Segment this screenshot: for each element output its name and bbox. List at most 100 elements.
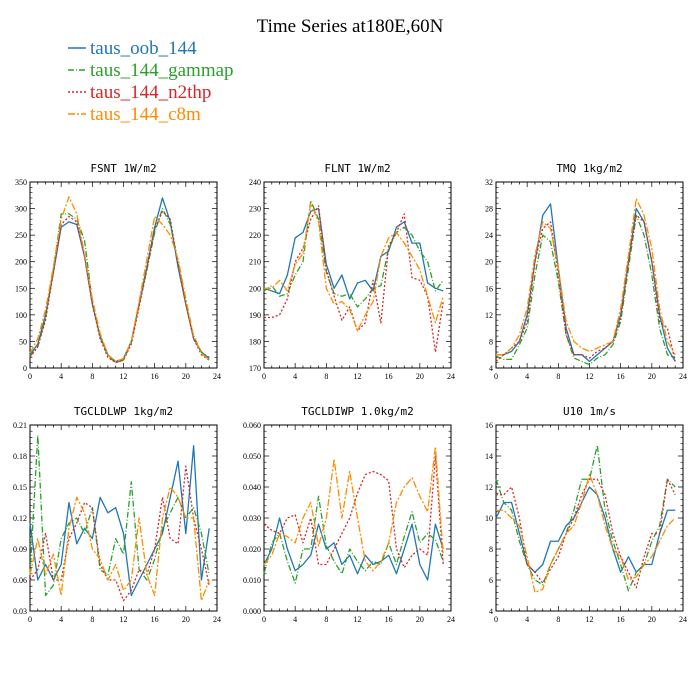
panel-u10-xtick-label: 16 <box>617 615 625 624</box>
panel-fsnt-xtick-label: 8 <box>90 372 94 381</box>
legend-item-taus-144-n2thp: taus_144_n2thp <box>68 82 211 103</box>
panel-tmq-title: TMQ 1kg/m2 <box>556 162 622 175</box>
panel-tgcldiwp-ytick-label: 0.010 <box>243 576 261 585</box>
panel-flnt-ytick-label: 190 <box>249 311 261 320</box>
panel-u10-series-taus-144-c8m <box>496 473 676 594</box>
panel-flnt-ytick-label: 220 <box>249 231 261 240</box>
panel-fsnt-series-taus-144-n2thp <box>29 210 210 364</box>
panel-tgcldlwp-frame <box>29 424 218 612</box>
panel-flnt: FLNT 1W/m2 0 4 8 12 16 20 24 170 180 190 200 210 220 2… <box>249 162 455 381</box>
panel-fsnt-frame <box>29 181 218 369</box>
panel-tmq-series-taus-144-n2thp <box>495 214 676 362</box>
legend: taus_oob_144 taus_144_gammap taus_144_n2… <box>68 38 234 125</box>
panel-fsnt-ytick-label: 300 <box>15 205 27 214</box>
panel-tgcldlwp-series-taus-144-n2thp <box>29 465 210 602</box>
panels: FSNT 1W/m20 4 8 12 16 20 240501001502002503003… <box>13 162 687 624</box>
legend-label-taus-oob-144: taus_oob_144 <box>90 38 197 59</box>
panel-u10-frame <box>495 424 684 612</box>
panel-tgcldlwp-ytick-label: 0.18 <box>13 452 27 461</box>
panel-tgcldlwp-ytick-label: 0.21 <box>13 421 27 430</box>
panel-tgcldlwp-title: TGCLDLWP 1kg/m2 <box>74 405 173 418</box>
panel-flnt-ytick-label: 180 <box>249 337 261 346</box>
panel-u10-xtick-label: 20 <box>648 615 656 624</box>
panel-u10-xtick-label: 8 <box>556 615 560 624</box>
panel-tmq-ytick-label: 16 <box>485 284 493 293</box>
panel-tmq-series-taus-oob-144 <box>496 203 676 363</box>
panel-tgcldlwp-xtick-label: 8 <box>90 615 94 624</box>
panel-tmq-ytick-label: 8 <box>489 337 493 346</box>
panel-tgcldlwp-xtick-label: 20 <box>182 615 190 624</box>
panel-u10-ytick-label: 12 <box>485 483 493 492</box>
panel-fsnt-xtick-label: 24 <box>213 372 221 381</box>
panel-tgcldiwp-xtick-label: 16 <box>385 615 393 624</box>
panel-flnt-xtick-label: 12 <box>354 372 362 381</box>
panel-u10-xtick-label: 24 <box>679 615 687 624</box>
panel-tgcldiwp-ytick-label: 0.040 <box>243 483 261 492</box>
panel-flnt-xtick-label: 4 <box>293 372 297 381</box>
panel-tgcldlwp-series-taus-144-gammap <box>29 434 210 597</box>
panel-flnt-xtick-label: 20 <box>416 372 424 381</box>
panel-fsnt-ytick-label: 100 <box>15 311 27 320</box>
panel-fsnt-ytick-label: 50 <box>19 337 27 346</box>
panel-fsnt-xtick-label: 16 <box>151 372 159 381</box>
panel-tmq-xtick-label: 0 <box>494 372 498 381</box>
panel-flnt-xtick-label: 8 <box>324 372 328 381</box>
panel-fsnt-ytick-label: 350 <box>15 178 27 187</box>
panel-tmq-xtick-label: 24 <box>679 372 687 381</box>
legend-item-taus-oob-144: taus_oob_144 <box>68 38 197 59</box>
panel-tgcldiwp-series-taus-oob-144 <box>263 517 444 581</box>
panel-tgcldiwp: TGCLDIWP 1.0kg/m2 0 4 8 12 16 20 24 0.000 0.010 0.… <box>243 405 455 624</box>
panel-fsnt-xtick-label: 0 <box>28 372 32 381</box>
panel-fsnt-ytick-label: 0 <box>23 364 27 373</box>
panel-tgcldlwp-xtick-label: 4 <box>59 615 63 624</box>
panel-tgcldlwp-series-taus-144-c8m <box>29 486 210 602</box>
panel-u10-ytick-label: 14 <box>485 452 493 461</box>
panel-fsnt-xtick-label: 4 <box>59 372 63 381</box>
panel-tgcldiwp-ytick-label: 0.020 <box>243 545 261 554</box>
panel-u10-series-taus-144-n2thp <box>496 478 676 589</box>
panel-tgcldiwp-xtick-label: 24 <box>447 615 455 624</box>
panel-tmq-xtick-label: 8 <box>556 372 560 381</box>
panel-u10-xtick-label: 4 <box>525 615 529 624</box>
panel-tgcldlwp-ytick-label: 0.12 <box>13 514 27 523</box>
legend-label-taus-144-n2thp: taus_144_n2thp <box>90 82 211 103</box>
panel-fsnt-ytick-label: 150 <box>15 284 27 293</box>
panel-fsnt-xtick-label: 20 <box>182 372 190 381</box>
panel-tgcldlwp-ytick-label: 0.09 <box>13 545 27 554</box>
legend-label-taus-144-gammap: taus_144_gammap <box>90 60 234 81</box>
panel-flnt-xtick-label: 16 <box>385 372 393 381</box>
panel-flnt-series-taus-144-gammap <box>263 199 444 308</box>
panel-tgcldiwp-xtick-label: 8 <box>324 615 328 624</box>
panel-u10-series-taus-144-gammap <box>495 444 676 592</box>
panel-tgcldlwp-xtick-label: 0 <box>28 615 32 624</box>
panel-u10-ytick-label: 6 <box>489 576 493 585</box>
panel-tgcldiwp-title: TGCLDIWP 1.0kg/m2 <box>301 405 414 418</box>
panel-u10-ytick-label: 16 <box>485 421 493 430</box>
panel-tmq-ytick-label: 12 <box>485 311 493 320</box>
panel-u10-ytick-label: 4 <box>489 607 493 616</box>
panel-tgcldlwp-xtick-label: 12 <box>120 615 128 624</box>
panel-u10-xtick-label: 12 <box>586 615 594 624</box>
panel-tgcldiwp-xtick-label: 0 <box>262 615 266 624</box>
panel-fsnt: FSNT 1W/m2 0 4 8 12 16 20 24 0 50 100 150 200 250 300 3… <box>15 162 221 381</box>
panel-u10-series-taus-oob-144 <box>495 486 676 573</box>
panel-fsnt-ytick-label: 200 <box>15 258 27 267</box>
panel-tgcldiwp-series-taus-144-c8m <box>263 446 444 572</box>
panel-tgcldiwp-xtick-label: 20 <box>416 615 424 624</box>
panel-fsnt-title: FSNT 1W/m2 <box>90 162 156 175</box>
panel-u10-ytick-label: 10 <box>485 514 493 523</box>
panel-tmq-ytick-label: 28 <box>485 205 493 214</box>
panel-tgcldlwp-ytick-label: 0.03 <box>13 607 27 616</box>
panel-tmq-xtick-label: 12 <box>586 372 594 381</box>
panel-u10-ytick-label: 8 <box>489 545 493 554</box>
panel-fsnt-xtick-label: 12 <box>120 372 128 381</box>
panel-tmq-xtick-label: 4 <box>525 372 529 381</box>
legend-label-taus-144-c8m: taus_144_c8m <box>90 104 201 125</box>
panel-tgcldiwp-xtick-label: 12 <box>354 615 362 624</box>
panel-tgcldiwp-series-taus-144-n2thp <box>263 455 444 569</box>
panel-flnt-ytick-label: 230 <box>249 205 261 214</box>
panel-tmq-xtick-label: 20 <box>648 372 656 381</box>
panel-flnt-series-taus-oob-144 <box>263 207 444 300</box>
